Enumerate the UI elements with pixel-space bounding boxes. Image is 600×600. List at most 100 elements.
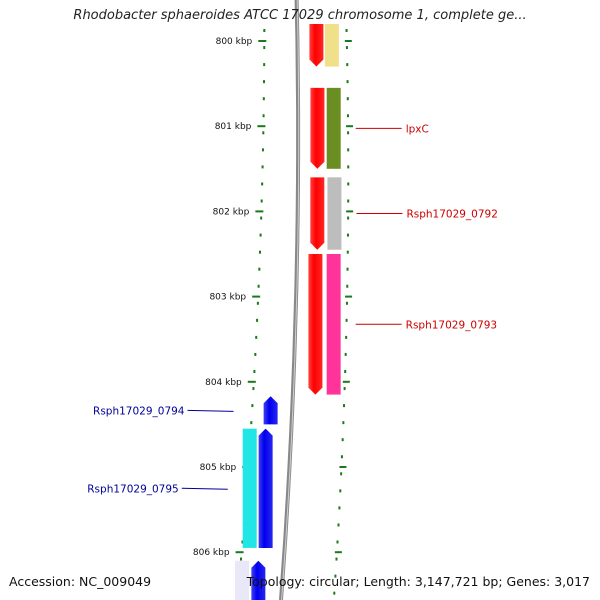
gene-label: Rsph17029_0795 [87,483,178,495]
scale-dot-left [260,216,263,220]
scale-dot-left [256,318,259,322]
scale-dot-right [347,165,350,169]
scale-dot-left [251,404,254,408]
scale-dot-left [258,250,261,254]
scale-dot-right [345,29,348,32]
cog-color-bar [327,177,342,250]
scale-dot-right [347,182,350,186]
scale-dot-right [333,591,336,595]
scale-dot-left [253,370,256,373]
backbone-highlight [281,0,300,600]
scale-dot-right [337,523,340,527]
scale-dot-left [263,80,266,84]
scale-dot-right [347,148,350,152]
gene-label: lpxC [406,123,429,135]
gene-arrow-reverse [263,396,278,425]
cog-color-bar [234,560,249,600]
scale-dot-left [261,165,264,169]
scale-dot-right [341,438,344,442]
scale-dot-right [346,233,349,237]
scale-dot-left [257,284,260,288]
scale-dot-right [346,250,349,254]
scale-dot-right [344,370,347,373]
scale-dot-right [346,97,349,101]
scale-dot-right [344,352,347,356]
scale-dot-left [241,540,244,544]
scale-dot-right [345,318,348,322]
cog-color-bar [242,428,257,548]
scale-dot-left [259,233,262,237]
cog-color-bar [324,23,339,67]
scale-tick-label: 806 kbp [193,548,230,558]
scale-dot-right [346,284,349,288]
gene-arrow-forward [308,254,323,395]
scale-dot-right [339,489,342,493]
scale-dot-right [347,216,350,220]
scale-dot-right [340,472,343,476]
page-title: Rhodobacter sphaeroides ATCC 17029 chrom… [73,8,527,23]
scale-dot-right [334,574,337,578]
scale-tick-right [339,466,347,468]
gene-label: Rsph17029_0792 [406,209,497,221]
gene-arrow-forward [310,177,325,250]
scale-dot-left [263,63,266,67]
scale-dot-left [262,131,265,135]
scale-tick-label: 800 kbp [216,37,253,47]
scale-dot-left [250,421,253,425]
scale-dot-left [262,114,265,118]
scale-tick-label: 804 kbp [205,378,242,388]
scale-dot-right [340,455,343,459]
scale-dot-left [261,182,264,186]
scale-tick-right [346,210,354,213]
gene-label: Rsph17029_0794 [93,405,185,417]
scale-dot-right [347,131,350,135]
scale-dot-left [254,352,257,356]
scale-dot-left [258,267,261,271]
scale-tick-left [247,380,256,383]
scale-tick-left [255,210,264,213]
scale-tick-label: 802 kbp [213,207,250,217]
scale-tick-left [257,125,266,128]
cog-color-bar [326,87,341,169]
scale-tick-label: 801 kbp [215,122,252,132]
gene-label: Rsph17029_0793 [406,319,497,331]
scale-tick-label: 803 kbp [209,293,246,303]
gene-arrow-reverse [251,560,266,600]
gene-leader-line [181,487,228,490]
scale-dot-right [343,387,346,391]
scale-dot-left [255,335,258,339]
scale-dot-right [343,404,346,408]
scale-dot-right [346,114,349,118]
scale-tick-label: 805 kbp [200,463,237,473]
scale-dot-left [240,557,243,561]
scale-dot-left [252,387,255,391]
accession-label: Accession: NC_009049 [9,574,152,589]
backbone-line [279,0,301,600]
gene-arrow-forward [310,87,325,169]
scale-dot-right [345,46,348,50]
scale-dot-left [263,46,266,50]
scale-dot-right [336,540,339,544]
scale-dot-right [345,301,348,305]
scale-tick-right [346,125,354,128]
scale-dot-left [256,301,259,305]
gene-leader-line [187,409,234,412]
scale-tick-right [334,551,342,554]
scale-dot-left [260,199,263,203]
gene-arrow-forward [309,23,324,67]
scale-dot-right [345,335,348,339]
scale-tick-left [258,40,267,42]
scale-dot-right [346,80,349,84]
cog-color-bar [326,254,341,395]
scale-dot-right [338,506,341,510]
scale-dot-left [262,97,265,101]
scale-tick-left [235,551,244,554]
scale-tick-right [342,380,350,383]
scale-dot-right [346,267,349,271]
scale-tick-right [345,295,353,298]
scale-tick-right [344,40,352,42]
scale-dot-left [261,148,264,152]
scale-dot-right [347,199,350,203]
scale-dot-left [263,29,266,32]
